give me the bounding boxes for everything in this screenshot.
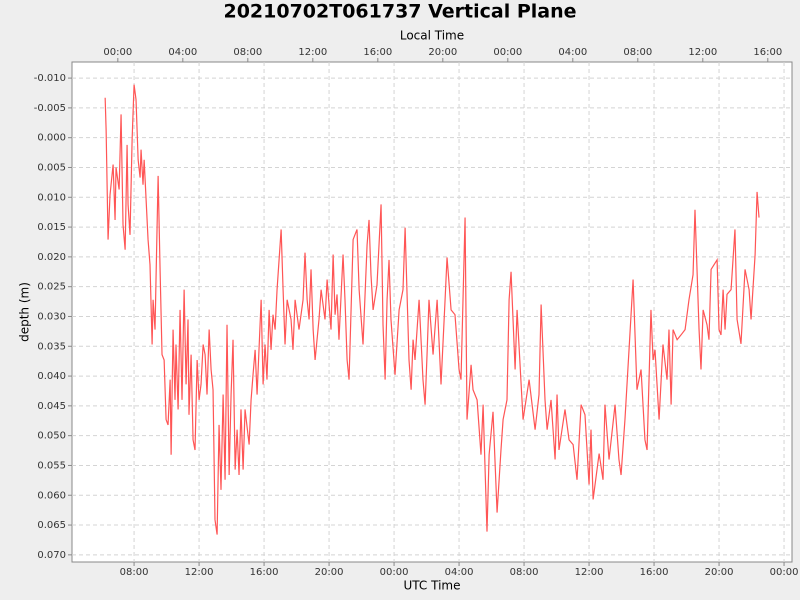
x2-axis-label: Local Time xyxy=(400,29,464,43)
y-tick-label: 0.070 xyxy=(37,550,66,561)
x-tick-label: 08:00 xyxy=(120,567,149,578)
x2-tick-label: 12:00 xyxy=(688,47,717,58)
x-tick-label: 12:00 xyxy=(185,567,214,578)
x-tick-label: 04:00 xyxy=(445,567,474,578)
x2-tick-label: 08:00 xyxy=(233,47,262,58)
x2-tick-label: 16:00 xyxy=(363,47,392,58)
y-tick-label: -0.010 xyxy=(34,73,66,84)
chart-title: 20210702T061737 Vertical Plane xyxy=(223,1,576,23)
y-tick-label: 0.030 xyxy=(37,311,66,322)
x-tick-label: 12:00 xyxy=(575,567,604,578)
y-tick-label: 0.015 xyxy=(37,222,66,233)
x-tick-label: 00:00 xyxy=(380,567,409,578)
x2-tick-label: 08:00 xyxy=(623,47,652,58)
x2-tick-label: 16:00 xyxy=(753,47,782,58)
data-line xyxy=(104,84,760,535)
x-tick-label: 16:00 xyxy=(640,567,669,578)
y-axis-label: depth (m) xyxy=(18,282,32,342)
y-tick-label: 0.060 xyxy=(37,490,66,501)
y-tick-label: 0.055 xyxy=(37,460,66,471)
y-tick-label: 0.020 xyxy=(37,252,66,263)
y-tick-label: 0.035 xyxy=(37,341,66,352)
x-tick-label: 16:00 xyxy=(250,567,279,578)
x-tick-label: 20:00 xyxy=(705,567,734,578)
y-tick-label: 0.000 xyxy=(37,133,66,144)
y-tick-label: 0.045 xyxy=(37,401,66,412)
y-tick-label: 0.025 xyxy=(37,282,66,293)
x2-tick-label: 04:00 xyxy=(558,47,587,58)
x-tick-label: 08:00 xyxy=(510,567,539,578)
x2-tick-label: 00:00 xyxy=(493,47,522,58)
x-tick-label: 00:00 xyxy=(770,567,799,578)
y-tick-label: 0.065 xyxy=(37,520,66,531)
plot-area xyxy=(71,61,793,563)
x-tick-label: 20:00 xyxy=(315,567,344,578)
y-tick-label: 0.040 xyxy=(37,371,66,382)
x2-tick-label: 04:00 xyxy=(168,47,197,58)
x2-tick-label: 00:00 xyxy=(103,47,132,58)
y-tick-label: 0.005 xyxy=(37,162,66,173)
x2-tick-label: 20:00 xyxy=(428,47,457,58)
x-axis-label: UTC Time xyxy=(404,579,461,593)
y-tick-label: 0.010 xyxy=(37,192,66,203)
x2-tick-label: 12:00 xyxy=(298,47,327,58)
y-tick-label: 0.050 xyxy=(37,431,66,442)
y-tick-label: -0.005 xyxy=(34,103,66,114)
